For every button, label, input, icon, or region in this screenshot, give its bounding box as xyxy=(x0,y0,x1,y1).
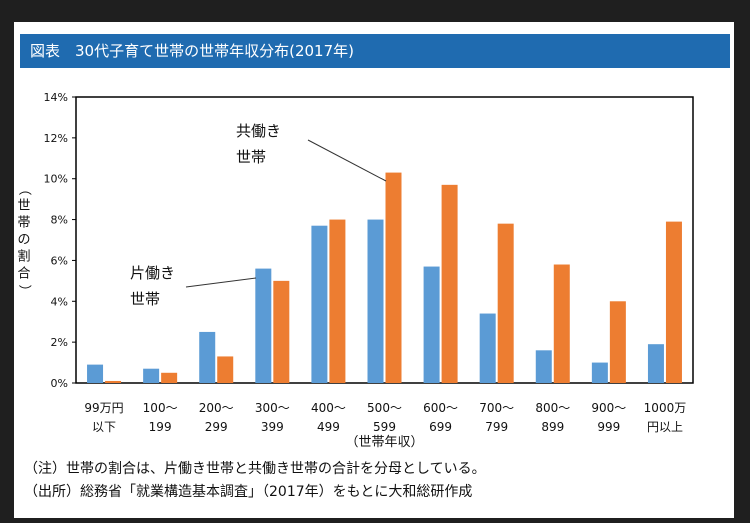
bar-katabataraki xyxy=(647,344,664,383)
x-axis-title: （世帯年収） xyxy=(345,435,423,450)
bar-katabataraki xyxy=(143,368,160,383)
bar-tomobataraki xyxy=(161,372,178,383)
y-axis-title-char: ） xyxy=(17,284,32,297)
bar-katabataraki xyxy=(87,364,104,383)
y-axis-title-char: （ xyxy=(17,182,32,195)
bar-katabataraki xyxy=(479,313,496,383)
x-tick-label: 700〜 xyxy=(479,401,514,415)
bar-katabataraki xyxy=(311,225,328,383)
x-tick-label: 円以上 xyxy=(647,420,683,434)
bar-katabataraki xyxy=(255,268,272,383)
annotation-tomobataraki: 共働き xyxy=(236,122,281,140)
annotation-katabataraki: 片働き xyxy=(130,264,175,282)
y-tick-label: 2% xyxy=(51,336,68,349)
y-tick-label: 6% xyxy=(51,254,68,267)
bar-tomobataraki xyxy=(553,264,570,383)
bar-tomobataraki xyxy=(609,301,626,383)
x-tick-label: 400〜 xyxy=(311,401,346,415)
x-tick-label: 399 xyxy=(261,420,284,434)
annotation-tomobataraki: 世帯 xyxy=(236,148,266,166)
y-tick-label: 10% xyxy=(44,173,68,186)
x-tick-label: 599 xyxy=(373,420,396,434)
x-tick-label: 299 xyxy=(205,420,228,434)
x-tick-label: 199 xyxy=(149,420,172,434)
x-tick-label: 900〜 xyxy=(591,401,626,415)
bar-tomobataraki xyxy=(105,380,122,383)
x-tick-label: 799 xyxy=(485,420,508,434)
bar-tomobataraki xyxy=(385,172,402,383)
y-tick-label: 4% xyxy=(51,295,68,308)
footnote-source: （出所）総務省「就業構造基本調査」（2017年）をもとに大和総研作成 xyxy=(24,484,473,500)
bar-tomobataraki xyxy=(497,223,514,383)
annotation-tomobataraki-leader xyxy=(307,139,387,182)
annotation-katabataraki: 世帯 xyxy=(130,290,160,308)
x-tick-label: 899 xyxy=(541,420,564,434)
x-tick-label: 999 xyxy=(597,420,620,434)
y-tick-label: 14% xyxy=(44,91,68,104)
bar-katabataraki xyxy=(199,331,216,383)
annotation-katabataraki-leader xyxy=(185,277,257,288)
y-tick-label: 12% xyxy=(44,132,68,145)
x-tick-label: 1000万 xyxy=(644,401,687,415)
footnote-note: （注）世帯の割合は、片働き世帯と共働き世帯の合計を分母としている。 xyxy=(24,461,486,477)
bar-katabataraki xyxy=(535,350,552,383)
x-tick-label: 300〜 xyxy=(255,401,290,415)
y-axis-title-char: 合 xyxy=(17,267,30,282)
y-axis-title-char: 帯 xyxy=(17,216,30,231)
x-tick-label: 200〜 xyxy=(199,401,234,415)
y-axis-title-char: 世 xyxy=(17,199,30,214)
bar-tomobataraki xyxy=(329,219,346,383)
bar-tomobataraki xyxy=(665,221,682,383)
x-tick-label: 499 xyxy=(317,420,340,434)
bar-katabataraki xyxy=(591,362,608,383)
x-tick-label: 699 xyxy=(429,420,452,434)
bar-tomobataraki xyxy=(217,356,234,383)
y-tick-label: 0% xyxy=(51,377,68,390)
bar-tomobataraki xyxy=(273,280,290,383)
x-tick-label: 500〜 xyxy=(367,401,402,415)
plot-area xyxy=(75,96,694,384)
x-tick-label: 以下 xyxy=(92,420,116,434)
bar-katabataraki xyxy=(423,266,440,383)
chart-card: 図表 30代子育て世帯の世帯年収分布(2017年) xyxy=(14,22,734,518)
bar-katabataraki xyxy=(367,219,384,383)
y-axis-title-char: 割 xyxy=(17,249,30,265)
y-tick-label: 8% xyxy=(51,214,68,227)
x-tick-label: 800〜 xyxy=(535,401,570,415)
x-tick-label: 100〜 xyxy=(143,401,178,415)
x-tick-label: 600〜 xyxy=(423,401,458,415)
y-axis-title-char: の xyxy=(17,233,30,248)
chart-title: 図表 30代子育て世帯の世帯年収分布(2017年) xyxy=(20,34,730,68)
x-tick-label: 99万円 xyxy=(84,401,123,415)
bar-tomobataraki xyxy=(441,184,458,383)
